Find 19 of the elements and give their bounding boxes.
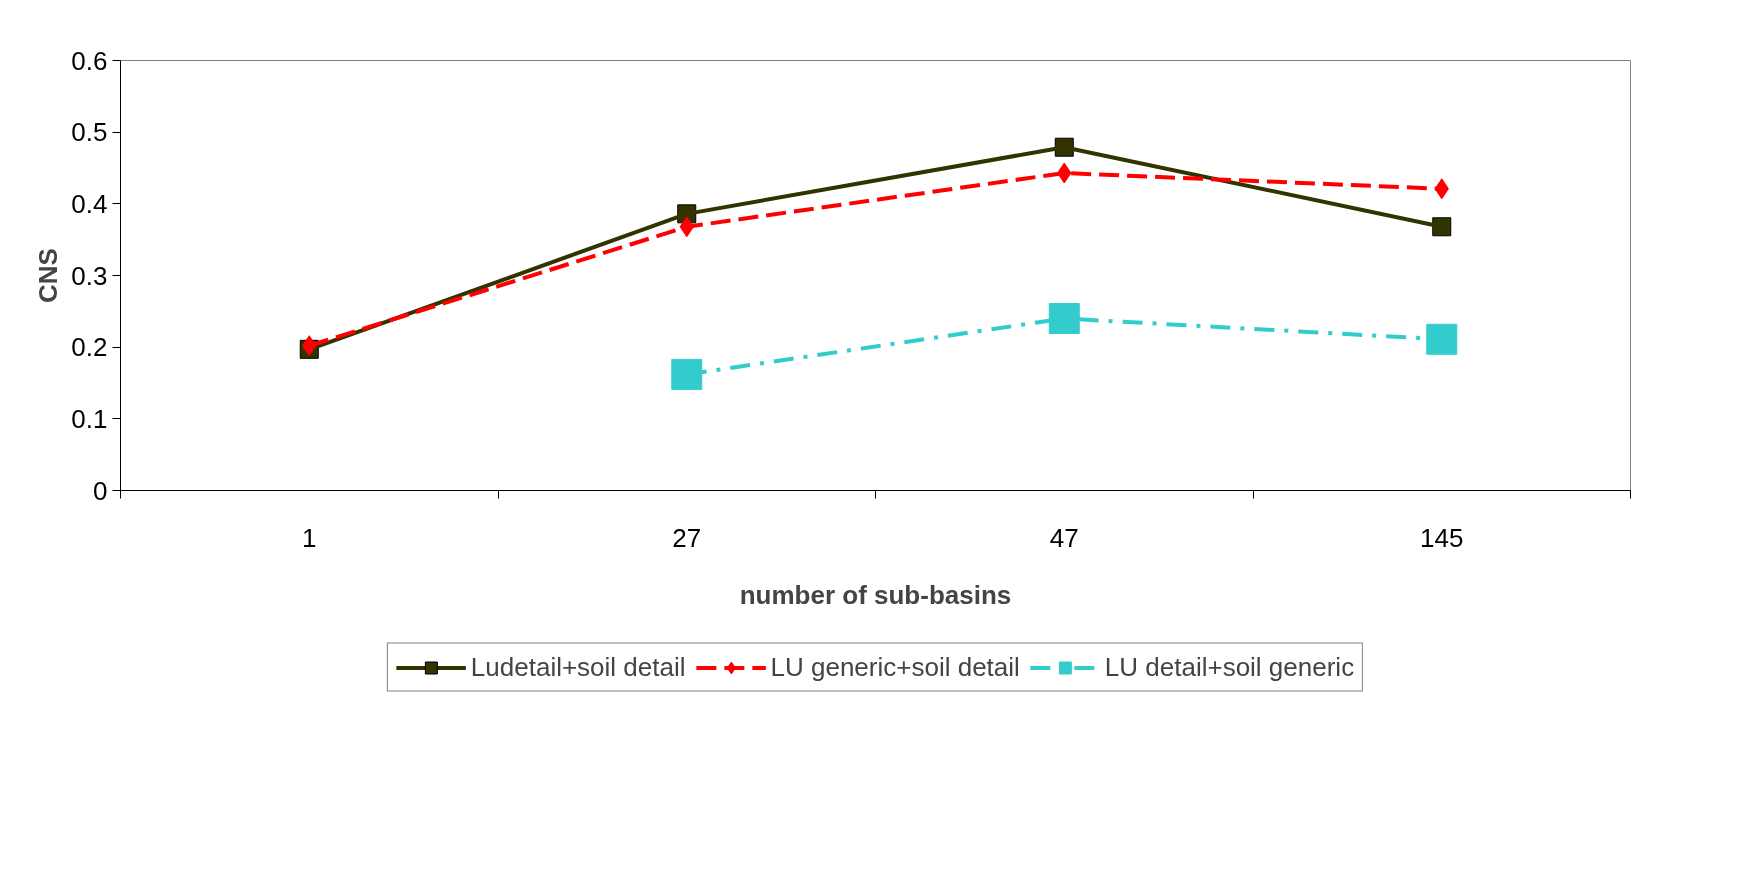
legend-label: LU generic+soil detail — [770, 651, 1020, 683]
y-tick-label: 0.4 — [71, 188, 108, 219]
y-tick-label: 0.2 — [71, 332, 108, 363]
y-tick-label: 0.5 — [71, 117, 108, 148]
x-tick-label: 27 — [672, 522, 702, 553]
point — [671, 358, 703, 390]
y-tick-label: 0 — [93, 475, 108, 506]
x-tick-label: 1 — [302, 522, 317, 553]
y-tick-label: 0.3 — [71, 260, 108, 291]
legend-label: LU detail+soil generic — [1104, 651, 1355, 683]
point — [1048, 303, 1080, 334]
y-axis-title: CNS — [33, 248, 64, 303]
x-tick-label: 47 — [1049, 522, 1079, 553]
x-tick-label: 145 — [1420, 522, 1464, 553]
y-tick-label: 0.1 — [71, 403, 108, 434]
legend-label: Ludetail+soil detail — [470, 651, 686, 683]
y-tick-label: 0.6 — [71, 45, 108, 76]
x-axis-title: number of sub-basins — [739, 579, 1012, 610]
point — [1426, 323, 1458, 355]
